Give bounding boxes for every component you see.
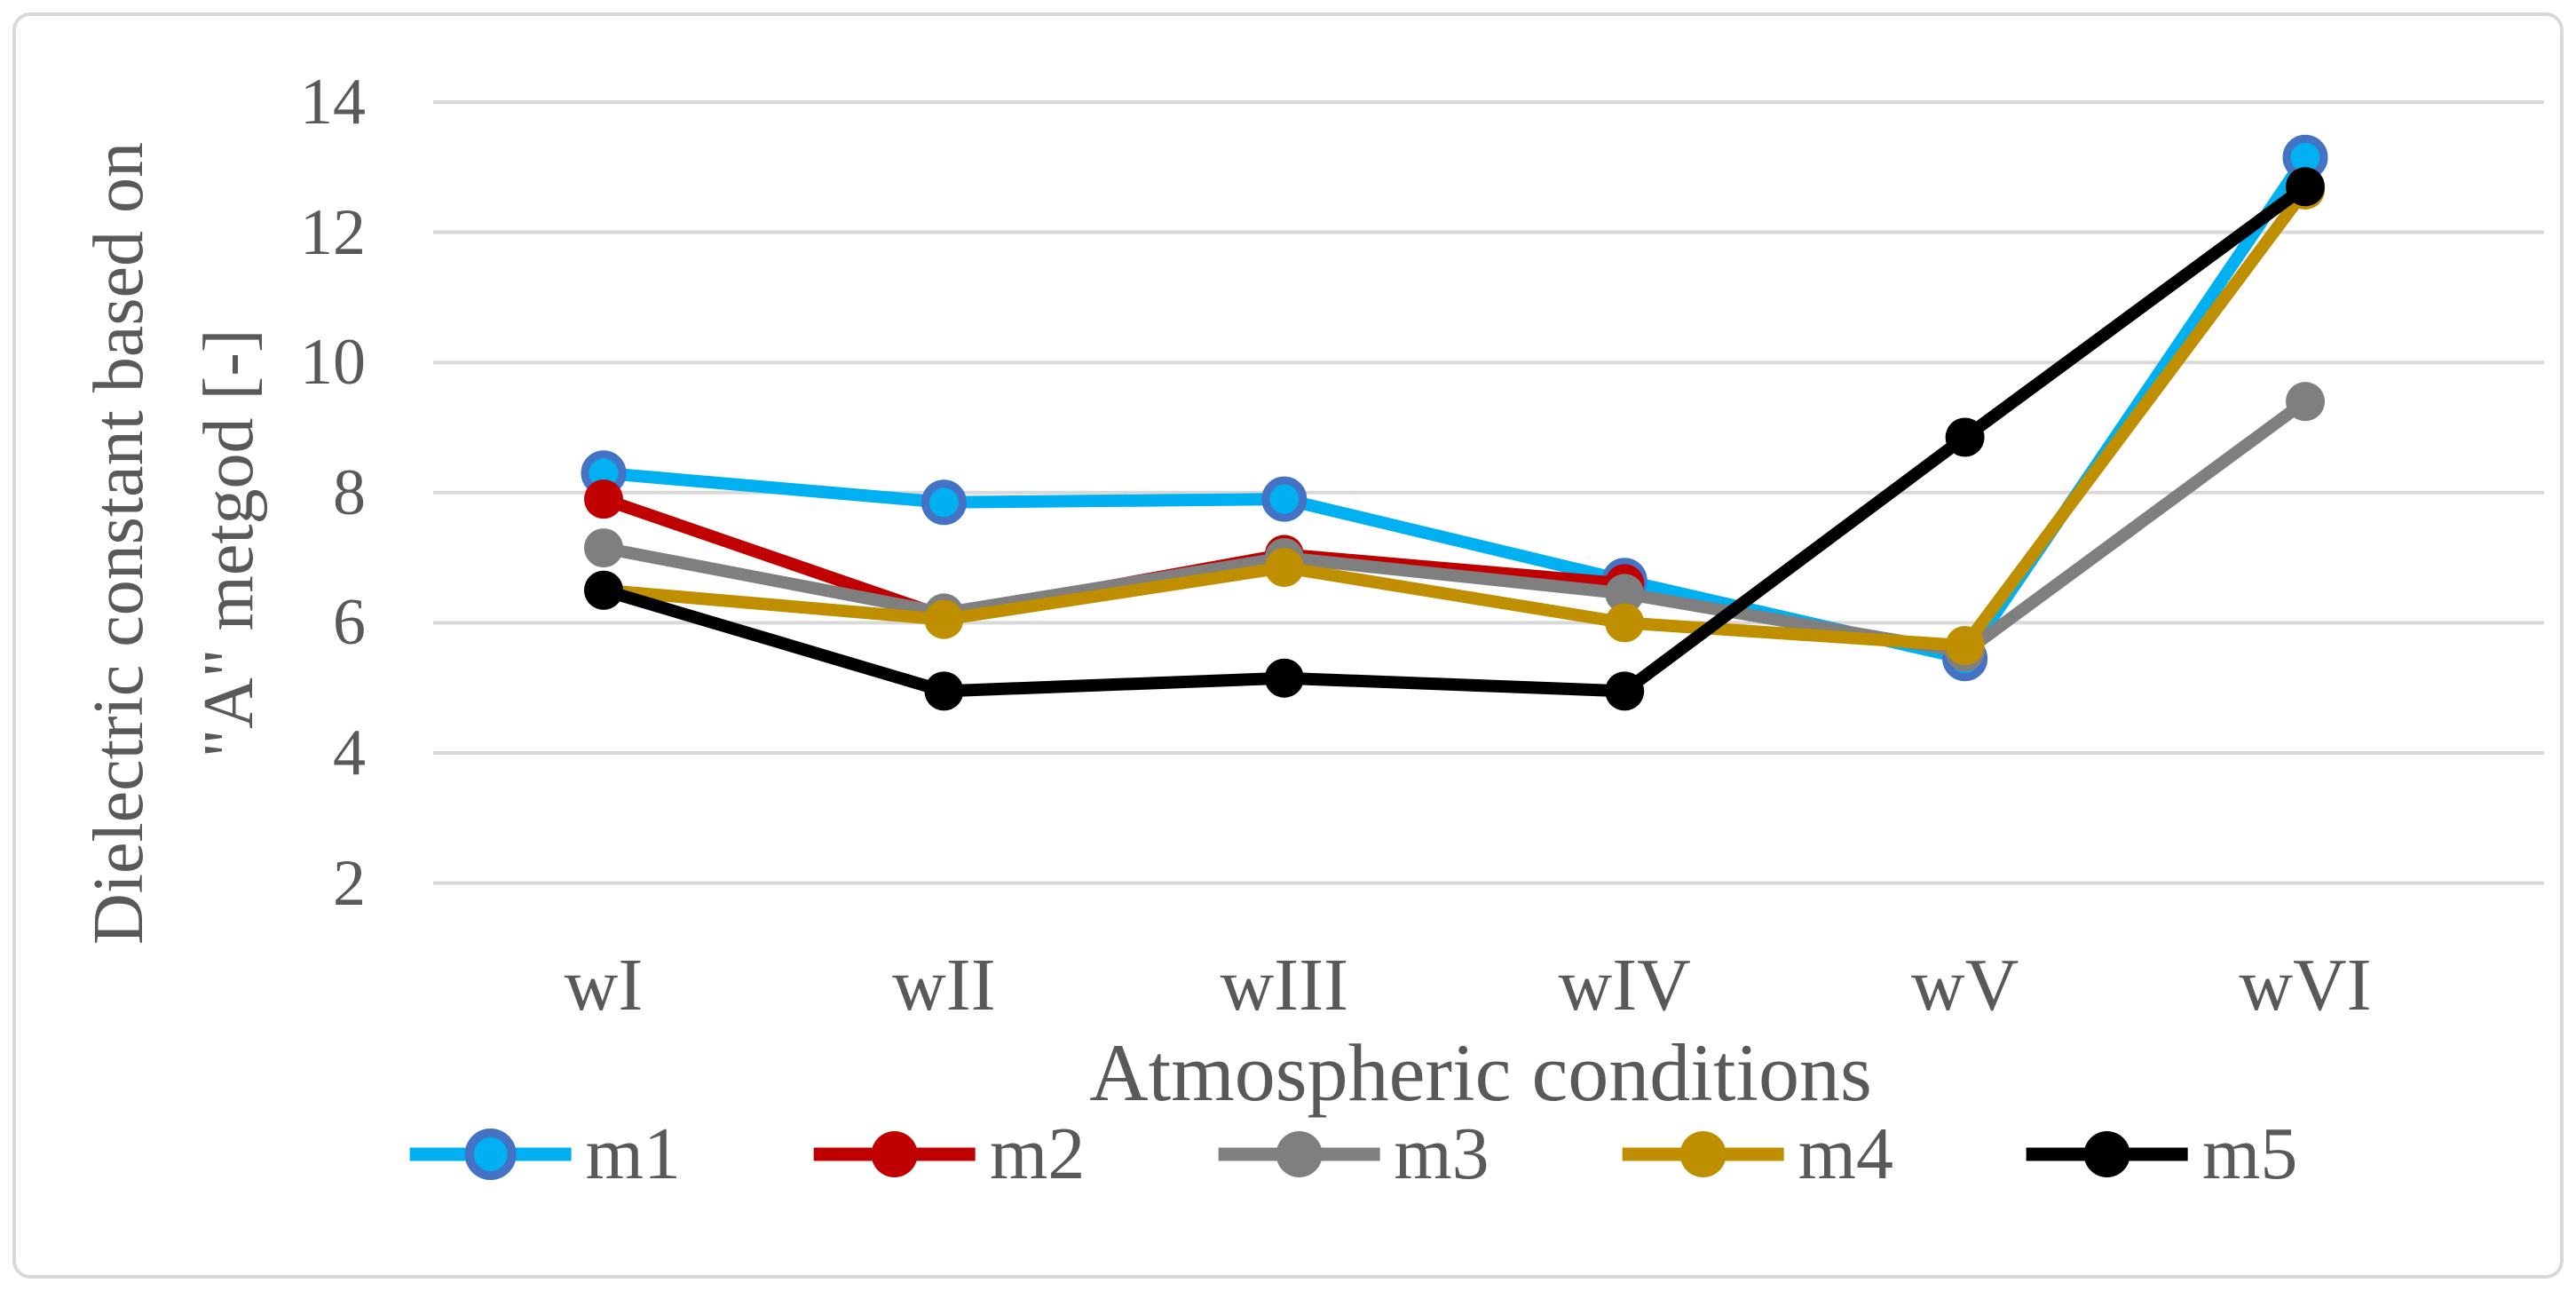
legend: m1 m2 m3 m4 m5 [408,1117,2297,1192]
legend-label-m5: m5 [2202,1113,2298,1195]
y-axis-title-line2: "A" metgod [-] [190,329,268,758]
y-tick-label-10: 10 [300,326,366,400]
series-group [581,134,2328,711]
series-m5-marker-wIV [1605,671,1645,711]
x-category-label-wIII: wIII [1220,944,1349,1026]
series-m1-marker-wII [921,479,967,526]
series-m3-marker-wVI [2286,382,2325,422]
legend-item-m1: m1 [408,1117,681,1192]
series-m4-marker-wII [924,599,964,639]
series-m4-marker-wIV [1605,603,1645,643]
legend-marker-m3 [1276,1131,1323,1177]
series-m4-marker-wIII [1264,548,1304,588]
legend-label-m1: m1 [585,1113,681,1195]
gridlines-group [433,100,2544,885]
series-m5-marker-wII [924,671,964,711]
legend-marker-m5 [2084,1131,2131,1177]
series-m4-line [597,183,2311,653]
series-m1-marker-wIII [1261,476,1308,522]
y-tick-label-6: 6 [333,586,366,660]
legend-swatch-m1 [409,1129,572,1180]
series-m3-marker-wIV [1605,574,1645,614]
legend-swatch-m3 [1218,1131,1380,1177]
x-axis-title: Atmospheric conditions [1089,1027,1872,1118]
y-tick-label-8: 8 [333,455,366,529]
legend-swatch-m2 [813,1131,976,1177]
y-tick-label-14: 14 [300,66,366,139]
legend-label-m4: m4 [1798,1113,1894,1195]
series-m3-line [597,395,2311,659]
series-m4-marker-wV [1945,626,1985,666]
series-m3-marker-wI [584,528,623,568]
legend-label-m3: m3 [1394,1113,1489,1195]
legend-item-m4: m4 [1621,1117,1893,1192]
series-m2-marker-wI [584,479,623,519]
y-tick-label-2: 2 [333,846,366,920]
series-m5-marker-wI [584,570,623,610]
x-category-label-wIV: wIV [1558,944,1691,1026]
legend-swatch-m4 [1622,1131,1784,1177]
x-category-label-wII: wII [892,944,996,1026]
legend-marker-m1 [464,1129,517,1180]
y-tick-label-4: 4 [333,717,366,789]
series-m5-marker-wIII [1264,658,1304,698]
x-category-label-wI: wI [564,944,644,1026]
series-m5-marker-wVI [2286,167,2325,207]
x-category-label-wV: wV [1910,944,2019,1026]
x-category-label-wVI: wVI [2239,944,2372,1026]
legend-item-m3: m3 [1216,1117,1489,1192]
y-tick-label-12: 12 [300,195,366,269]
series-m5-marker-wV [1945,417,1985,457]
legend-label-m2: m2 [989,1113,1086,1195]
legend-item-m2: m2 [812,1117,1085,1192]
y-axis-title-line1: Dielectric constant based on [80,141,158,946]
legend-item-m5: m5 [2025,1117,2297,1192]
series-m5-line [597,180,2311,698]
legend-marker-m4 [1679,1131,1727,1177]
legend-swatch-m5 [2027,1131,2189,1177]
legend-marker-m2 [871,1131,918,1177]
y-axis-title: Dielectric constant based on "A" metgod … [64,142,284,945]
